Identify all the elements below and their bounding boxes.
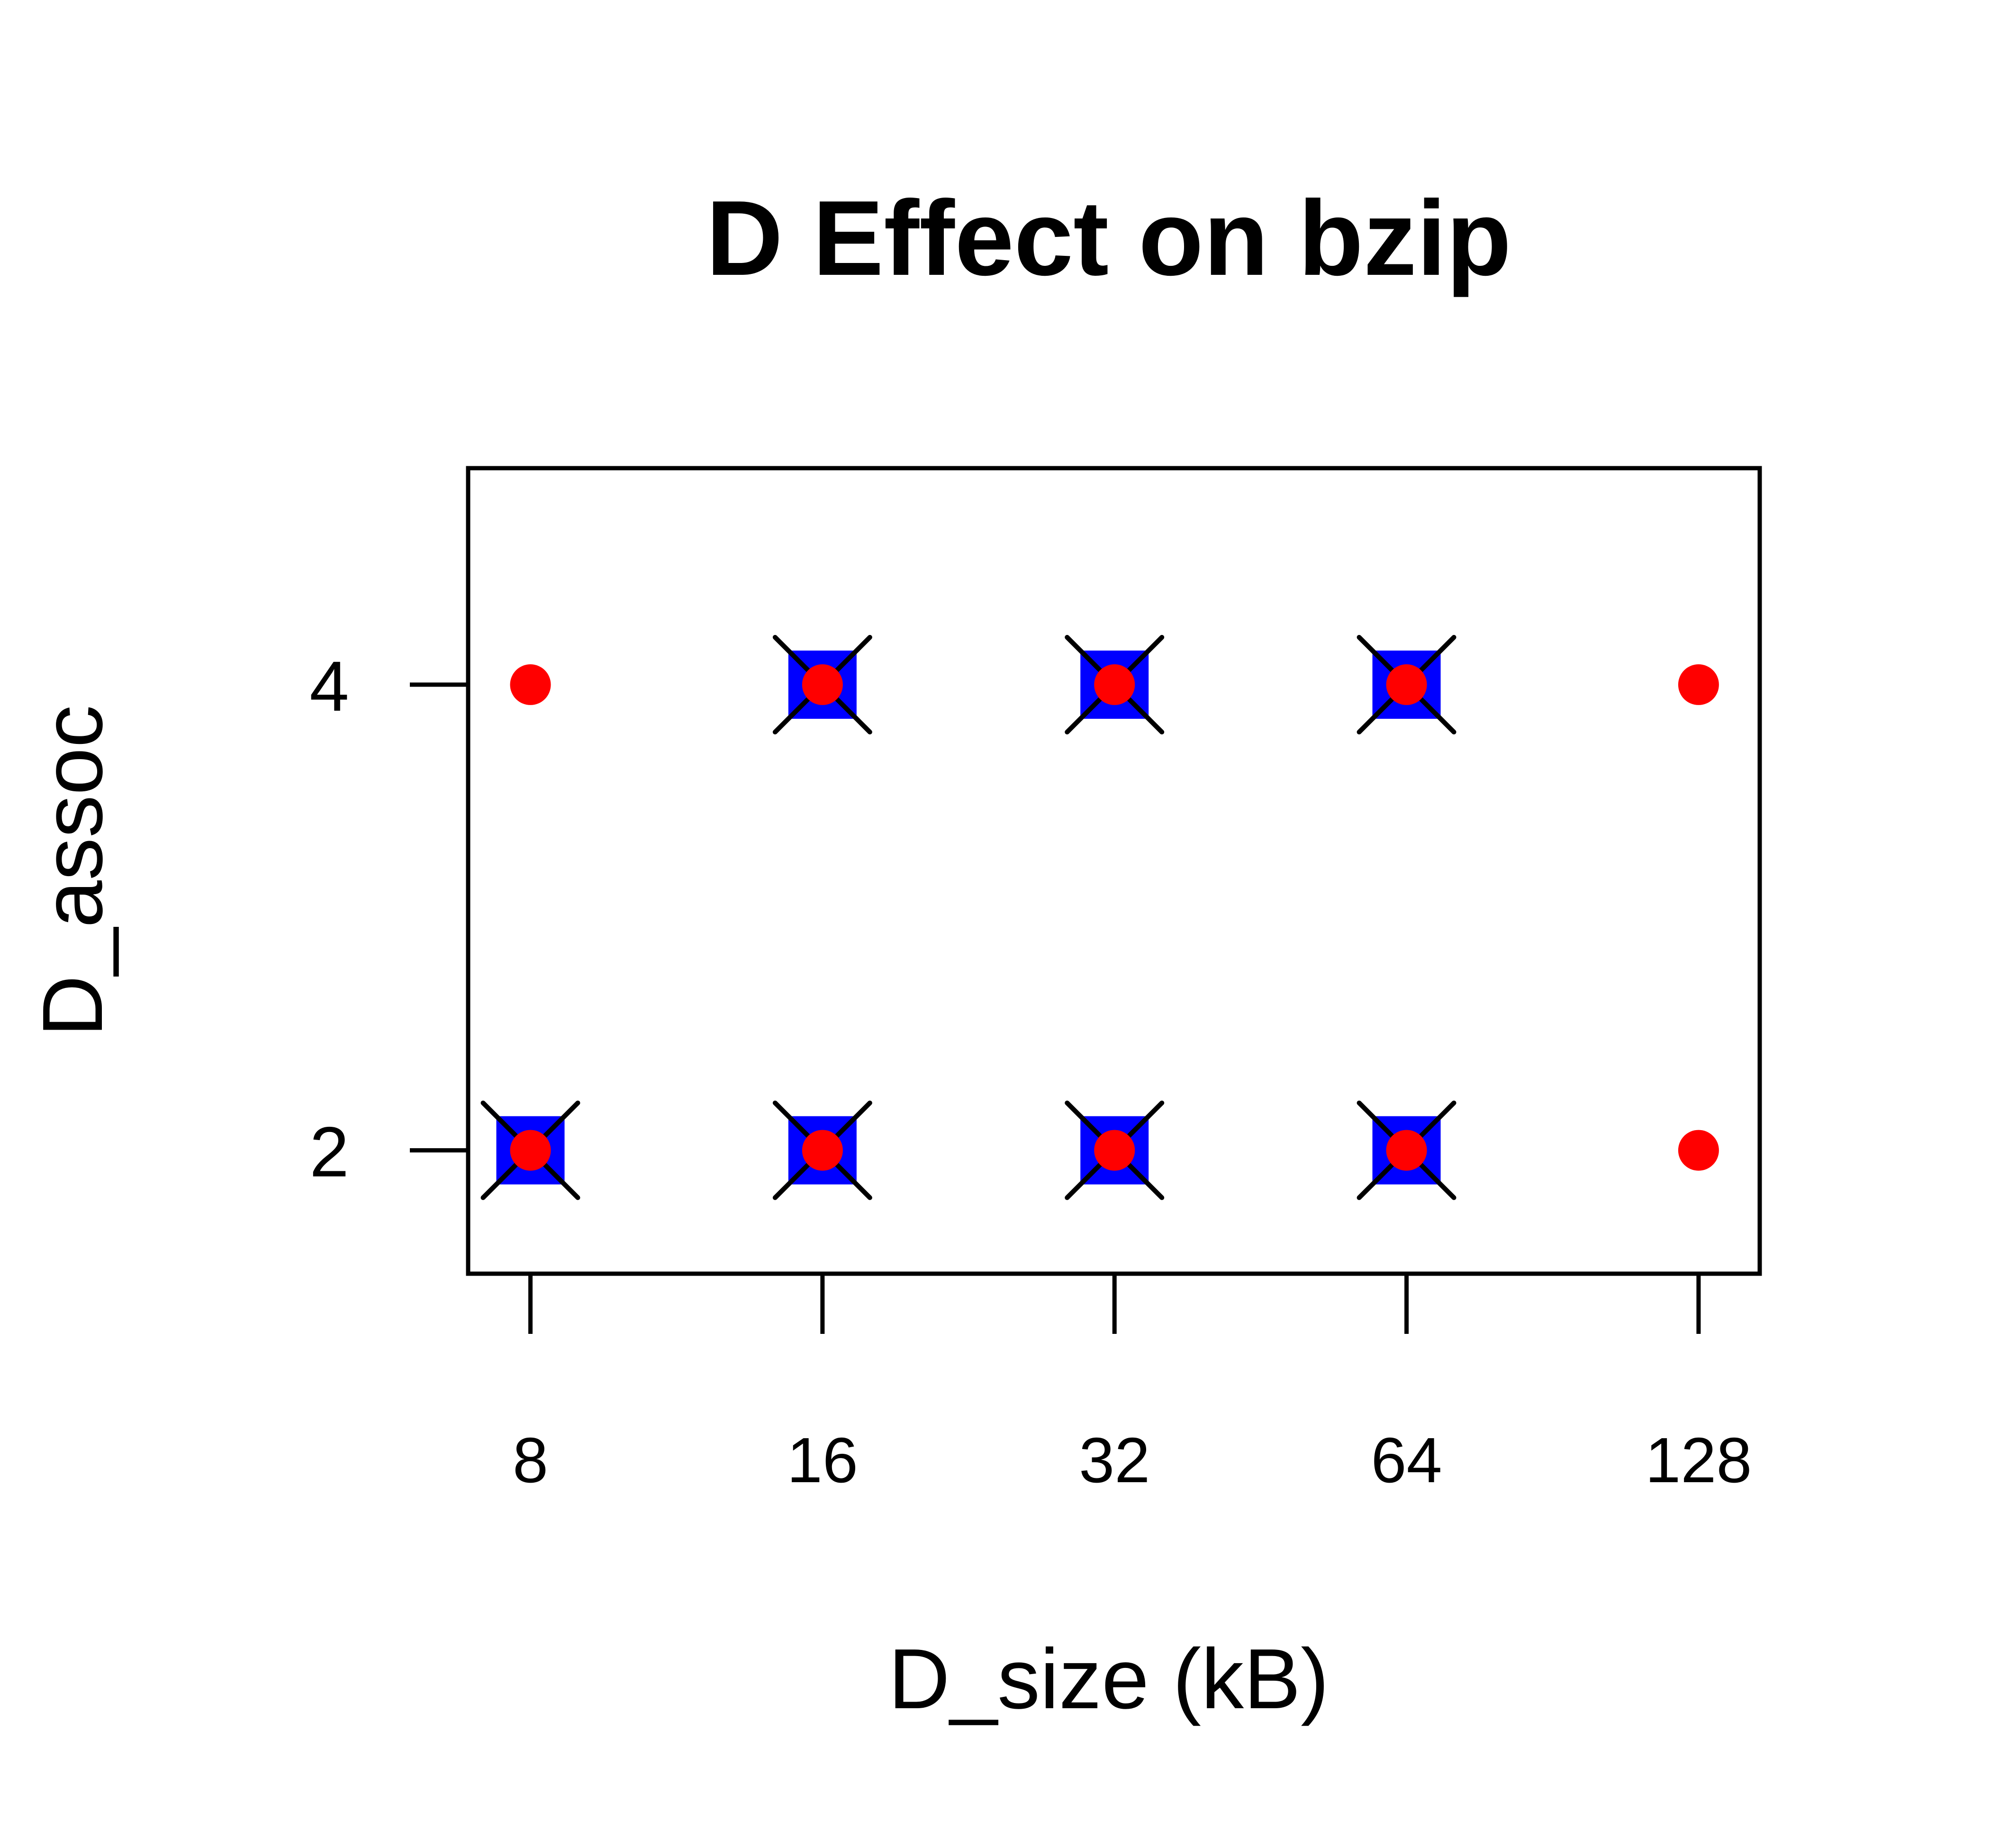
- x-axis-label: D_size (kB): [888, 1631, 1329, 1727]
- circle-point-32-4: [1094, 664, 1135, 705]
- x-tick-label-8: 8: [513, 1424, 548, 1496]
- chart-title: D Effect on bzip: [706, 178, 1511, 298]
- y-axis: 24: [309, 646, 468, 1192]
- x-tick-label-32: 32: [1079, 1424, 1150, 1496]
- circle-point-16-2: [802, 1130, 843, 1171]
- x-tick-label-16: 16: [787, 1424, 858, 1496]
- circle-point-64-4: [1386, 664, 1427, 705]
- circle-point-128-4: [1678, 664, 1719, 705]
- circle-point-128-2: [1678, 1130, 1719, 1171]
- y-axis-label: D_assoc: [25, 705, 120, 1037]
- x-tick-label-64: 64: [1371, 1424, 1442, 1496]
- circle-point-32-2: [1094, 1130, 1135, 1171]
- y-tick-label-2: 2: [309, 1112, 349, 1192]
- y-tick-label-4: 4: [309, 646, 349, 726]
- circle-point-64-2: [1386, 1130, 1427, 1171]
- x-axis: 8 16 32 64 128: [513, 1274, 1752, 1496]
- data-marks: [480, 634, 1719, 1200]
- circle-point-8-2: [510, 1130, 551, 1171]
- circle-point-16-4: [802, 664, 843, 705]
- circle-point-8-4: [510, 664, 551, 705]
- x-tick-label-128: 128: [1645, 1424, 1752, 1496]
